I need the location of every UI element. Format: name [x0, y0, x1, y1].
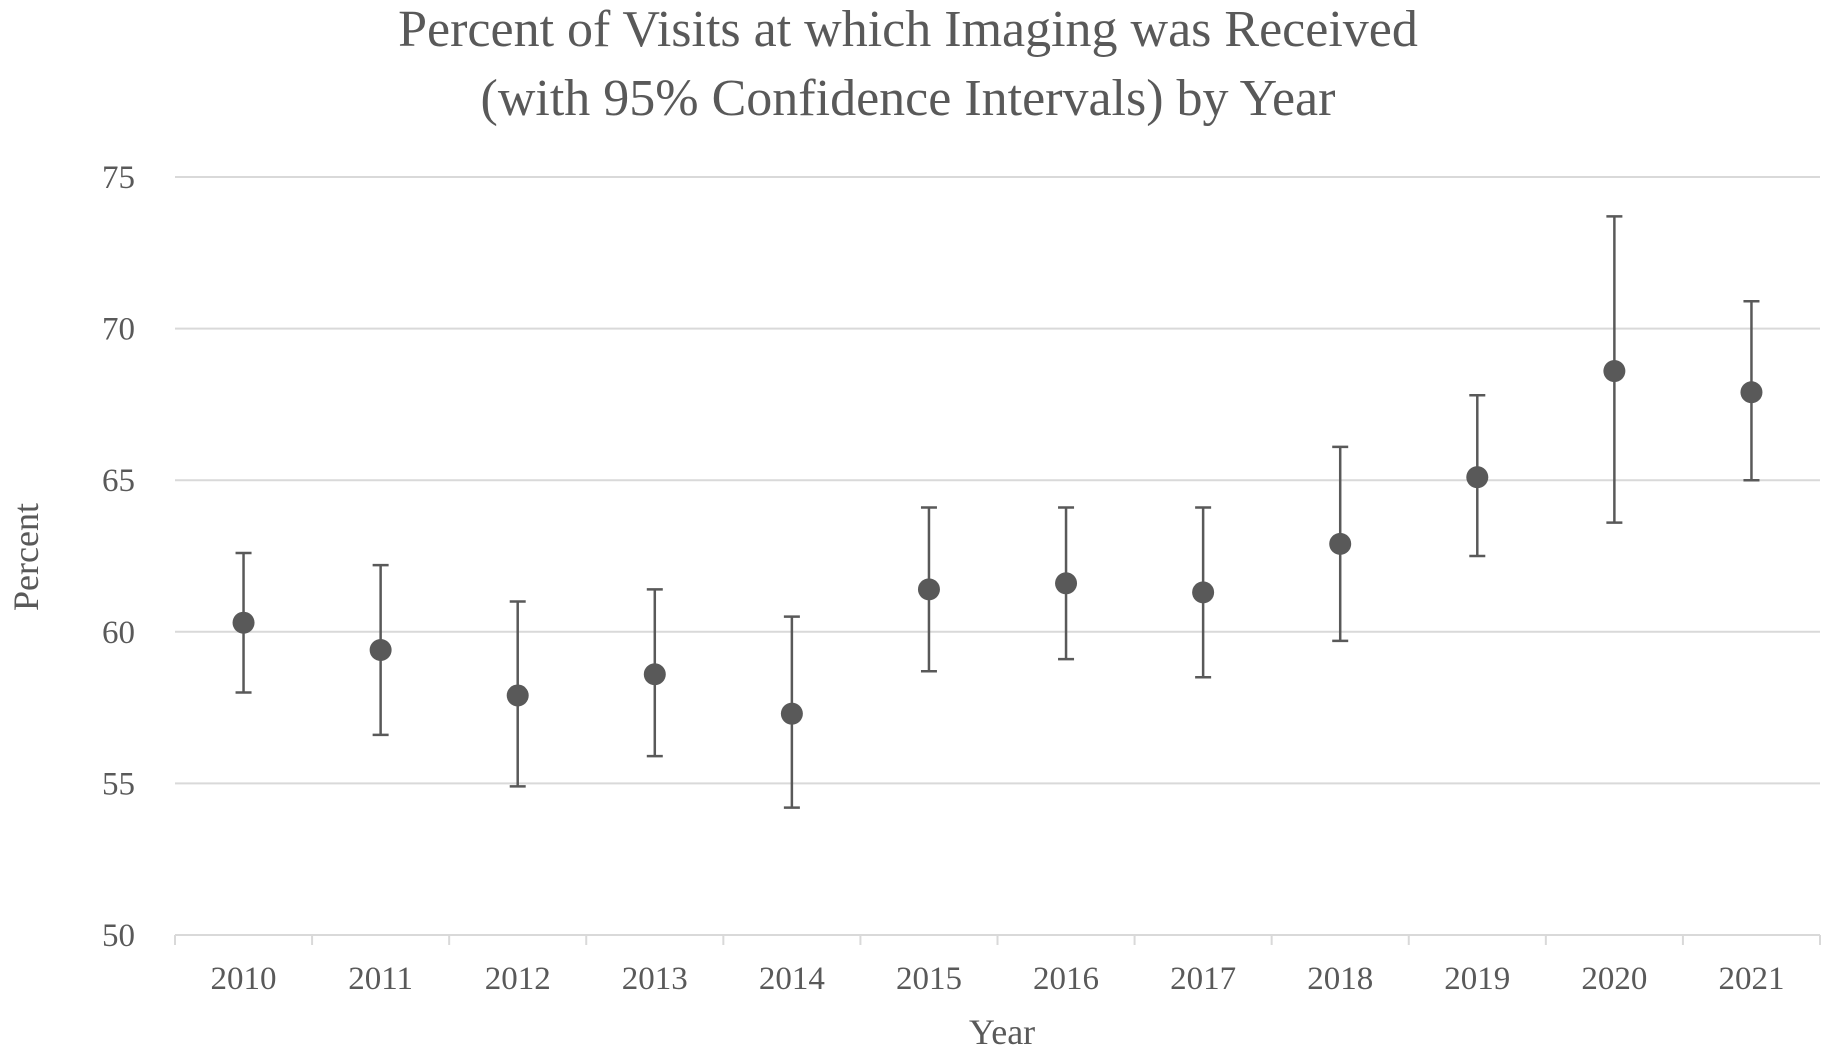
x-tick-label: 2016 [1033, 961, 1099, 997]
data-point-group [643, 588, 666, 758]
data-point [1329, 532, 1352, 555]
x-tick-label: 2019 [1444, 961, 1510, 997]
data-point-group [917, 506, 940, 673]
x-tick-label: 2014 [759, 961, 825, 997]
y-tick-label: 75 [102, 160, 135, 196]
data-point-group [1192, 506, 1215, 679]
x-axis [174, 934, 1821, 945]
x-tick-label: 2015 [896, 961, 962, 997]
chart-title-line-2: (with 95% Confidence Intervals) by Year [481, 70, 1336, 127]
data-point-group [1329, 445, 1352, 643]
x-tick-label: 2013 [622, 961, 688, 997]
x-axis-tick-labels: 2010 2011 2012 2013 2014 2015 2016 2017 2018 2019… [211, 961, 1785, 997]
x-tick-label: 2010 [211, 961, 277, 997]
x-tick-label: 2021 [1718, 961, 1784, 997]
chart-title: Percent of Visits at which Imaging was R… [398, 1, 1418, 127]
data-point-group [1740, 300, 1763, 482]
data-point [506, 684, 529, 707]
data-series [232, 215, 1763, 809]
x-tick-label: 2017 [1170, 961, 1236, 997]
data-point-group [369, 563, 392, 737]
data-point-group [780, 615, 803, 809]
data-point [1192, 581, 1215, 604]
data-point [1466, 466, 1489, 489]
data-point [1603, 360, 1626, 383]
data-point [1740, 381, 1763, 404]
x-tick-label: 2012 [485, 961, 551, 997]
chart-title-line-1: Percent of Visits at which Imaging was R… [398, 1, 1418, 58]
y-tick-label: 65 [102, 463, 135, 499]
x-tick-label: 2011 [348, 961, 413, 997]
y-tick-label: 55 [102, 766, 135, 802]
x-tick-label: 2020 [1581, 961, 1647, 997]
data-point [780, 702, 803, 725]
x-axis-title: Year [969, 1012, 1035, 1052]
y-tick-label: 60 [102, 615, 135, 651]
data-point [1055, 572, 1078, 595]
data-point [369, 638, 392, 661]
data-point [917, 578, 940, 601]
data-point-group [1055, 506, 1078, 661]
data-point-group [232, 551, 255, 694]
data-point-group [1466, 394, 1489, 558]
y-axis-title: Percent [6, 503, 46, 611]
data-point [232, 611, 255, 634]
gridlines [175, 176, 1820, 785]
data-point-group [1603, 215, 1626, 524]
y-tick-label: 70 [102, 312, 135, 348]
data-point-group [506, 600, 529, 788]
y-tick-label: 50 [102, 918, 135, 954]
y-axis-tick-labels: 50 55 60 65 70 75 [102, 160, 135, 954]
x-tick-label: 2018 [1307, 961, 1373, 997]
data-point [643, 663, 666, 686]
